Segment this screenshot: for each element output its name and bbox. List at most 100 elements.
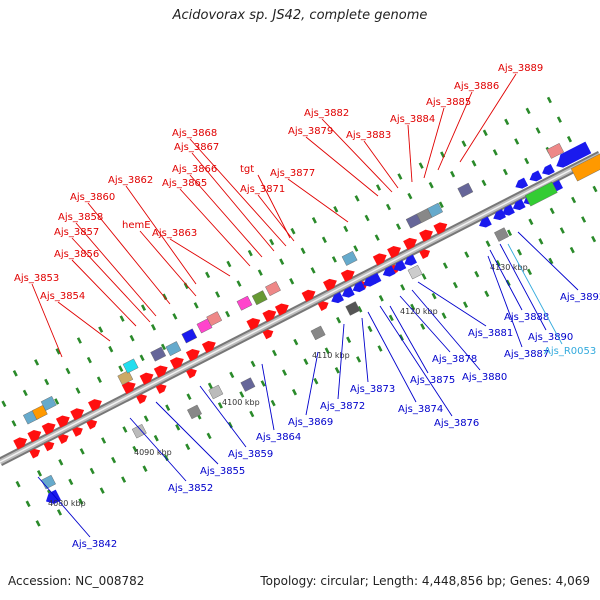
tick-mark — [175, 424, 181, 431]
tick-mark — [407, 192, 413, 200]
reverse-gene-label: Ajs_3880 — [462, 372, 507, 383]
tick-mark — [471, 160, 477, 167]
tick-mark — [324, 347, 330, 354]
forward-cds — [301, 289, 316, 302]
reverse-gene-label: Ajs_3876 — [434, 418, 479, 429]
forward-leader-line — [75, 222, 157, 317]
tick-mark — [236, 280, 242, 287]
category-box — [40, 395, 57, 411]
reverse-cds — [542, 163, 555, 175]
tick-mark — [55, 348, 61, 355]
tick-mark — [538, 238, 544, 245]
forward-gene-label: Ajs_3879 — [288, 126, 333, 137]
gene-features — [13, 141, 600, 504]
forward-gene-label: tgt — [240, 164, 254, 175]
reverse-leader-line — [337, 323, 345, 400]
tick-mark — [569, 246, 575, 254]
tick-mark — [461, 140, 467, 147]
tick-mark — [68, 478, 74, 486]
tick-mark — [506, 229, 513, 237]
category-box — [131, 423, 147, 439]
reverse-gene-label: Ajs_3888 — [504, 312, 549, 323]
tick-mark — [250, 360, 256, 368]
tick-mark — [504, 118, 510, 126]
forward-gene-label: Ajs_3884 — [390, 114, 435, 125]
reverse-leader-line — [499, 243, 547, 331]
forward-cds — [29, 448, 41, 459]
forward-gene-label: Ajs_3863 — [152, 228, 197, 239]
tick-mark — [591, 235, 597, 243]
reverse-cds — [382, 265, 396, 277]
kbp-label: 4080 kbp — [48, 499, 86, 508]
tick-mark — [566, 135, 573, 143]
forward-gene-label: Ajs_3867 — [174, 142, 219, 153]
tick-mark — [165, 404, 171, 411]
tick-mark — [356, 356, 362, 363]
forward-gene-label: Ajs_3866 — [172, 164, 217, 175]
tick-mark — [378, 295, 384, 302]
tick-mark — [89, 467, 95, 475]
tick-mark — [524, 157, 530, 165]
tick-mark — [279, 258, 285, 265]
tick-mark — [257, 269, 263, 276]
reverse-gene-label: Ajs_3872 — [320, 401, 365, 412]
forward-gene-label: Ajs_3856 — [54, 249, 99, 260]
tick-mark — [217, 402, 223, 409]
kbp-label: 4100 kbp — [222, 398, 260, 407]
reverse-leader-line — [487, 255, 523, 348]
tick-mark — [215, 291, 221, 298]
reverse-gene-label: Ajs_3855 — [200, 466, 245, 477]
tick-mark — [400, 284, 406, 291]
forward-gene-label: Ajs_3853 — [14, 273, 59, 284]
forward-cds — [41, 422, 56, 435]
tick-mark — [310, 267, 316, 274]
forward-cds — [246, 318, 261, 331]
forward-cds — [185, 349, 200, 362]
tick-mark — [118, 365, 124, 372]
tick-mark — [78, 498, 84, 505]
forward-leader-line — [189, 174, 263, 258]
tick-mark — [452, 281, 458, 289]
category-box — [187, 404, 202, 420]
tick-mark — [343, 225, 349, 233]
tick-mark — [291, 388, 298, 396]
reverse-leader-line — [155, 401, 219, 465]
tick-mark — [108, 345, 114, 353]
tick-mark — [270, 399, 276, 407]
tick-mark — [346, 336, 352, 344]
tick-mark — [260, 380, 266, 387]
reverse-leader-line — [129, 417, 187, 482]
tick-mark — [12, 370, 18, 377]
tick-mark — [290, 227, 296, 235]
forward-cds — [387, 246, 401, 259]
reverse-cds — [45, 489, 62, 504]
forward-cds — [13, 437, 28, 450]
forward-leader-line — [423, 107, 445, 179]
tick-mark — [289, 278, 295, 285]
forward-leader-line — [139, 230, 197, 297]
rna-leader-line — [507, 243, 563, 345]
tick-mark — [54, 398, 60, 405]
tick-mark — [227, 421, 233, 429]
category-box — [457, 182, 474, 198]
forward-cds — [72, 427, 83, 437]
forward-cds — [155, 384, 167, 394]
kbp-label: 4120 kbp — [400, 307, 438, 316]
forward-cds — [403, 237, 417, 251]
reverse-gene-label: Ajs_3887 — [504, 349, 549, 360]
tick-mark — [514, 138, 520, 145]
tick-mark — [121, 476, 127, 483]
tick-mark — [153, 434, 159, 442]
forward-leader-line — [257, 174, 291, 239]
forward-gene-label: Ajs_3889 — [498, 63, 543, 74]
reverse-gene-label: Ajs_3892 — [560, 292, 600, 303]
tick-mark — [581, 216, 587, 223]
tick-mark — [160, 343, 167, 351]
forward-cds — [57, 434, 69, 444]
reverse-gene-label: Ajs_3881 — [468, 328, 513, 339]
reverse-leader-line — [417, 281, 487, 327]
tick-mark — [374, 234, 380, 241]
reverse-cds — [393, 260, 407, 272]
tick-mark — [502, 168, 508, 176]
forward-cds — [419, 249, 431, 260]
